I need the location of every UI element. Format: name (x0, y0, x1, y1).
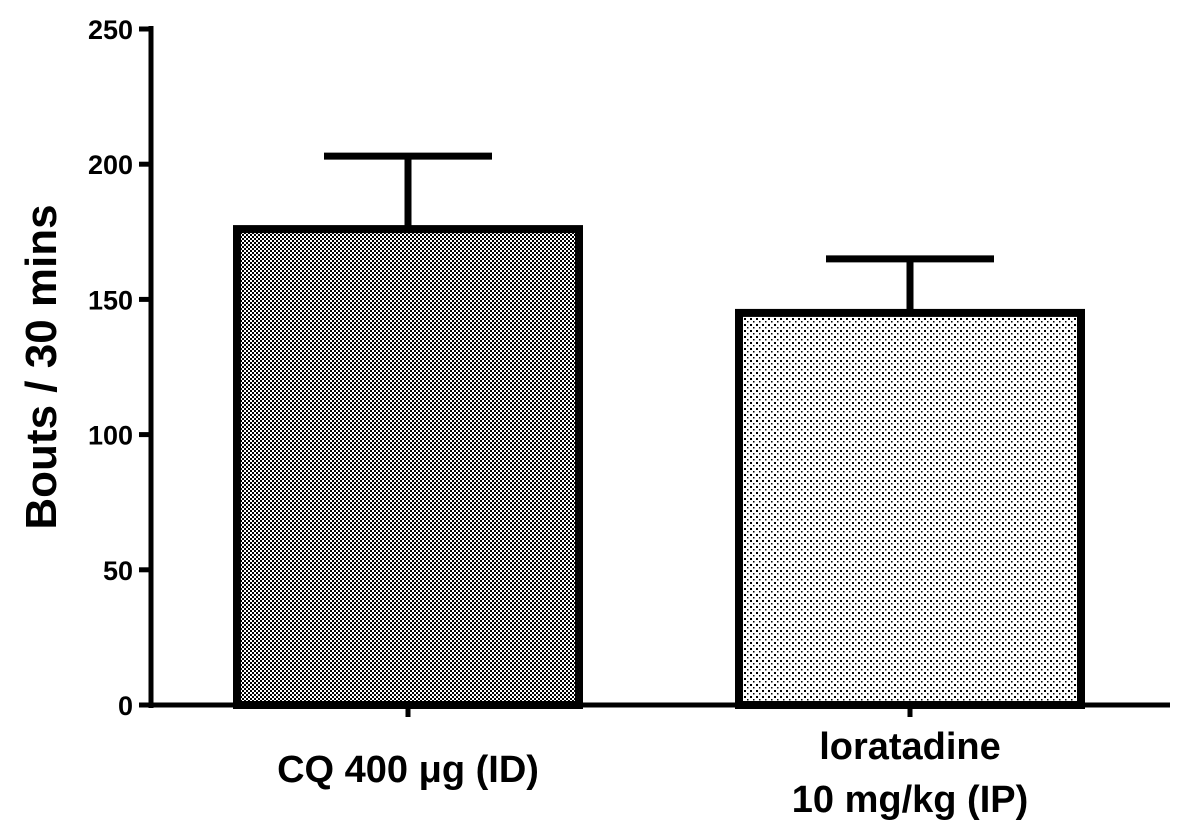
category-label-1: CQ 400 μg (ID) (277, 749, 539, 791)
y-tick-label-0: 0 (118, 691, 133, 721)
category-label-2-line-1: loratadine (819, 726, 1001, 768)
y-tick-label-250: 250 (88, 15, 133, 45)
y-axis-title: Bouts / 30 mins (17, 204, 66, 529)
y-tick-label-50: 50 (103, 556, 133, 586)
y-tick-label-100: 100 (88, 421, 133, 451)
category-label-2-line-2: 10 mg/kg (IP) (792, 779, 1029, 821)
bar-1 (233, 225, 583, 709)
y-tick-label-150: 150 (88, 285, 133, 315)
y-tick-label-200: 200 (88, 150, 133, 180)
bar-2 (735, 308, 1085, 709)
